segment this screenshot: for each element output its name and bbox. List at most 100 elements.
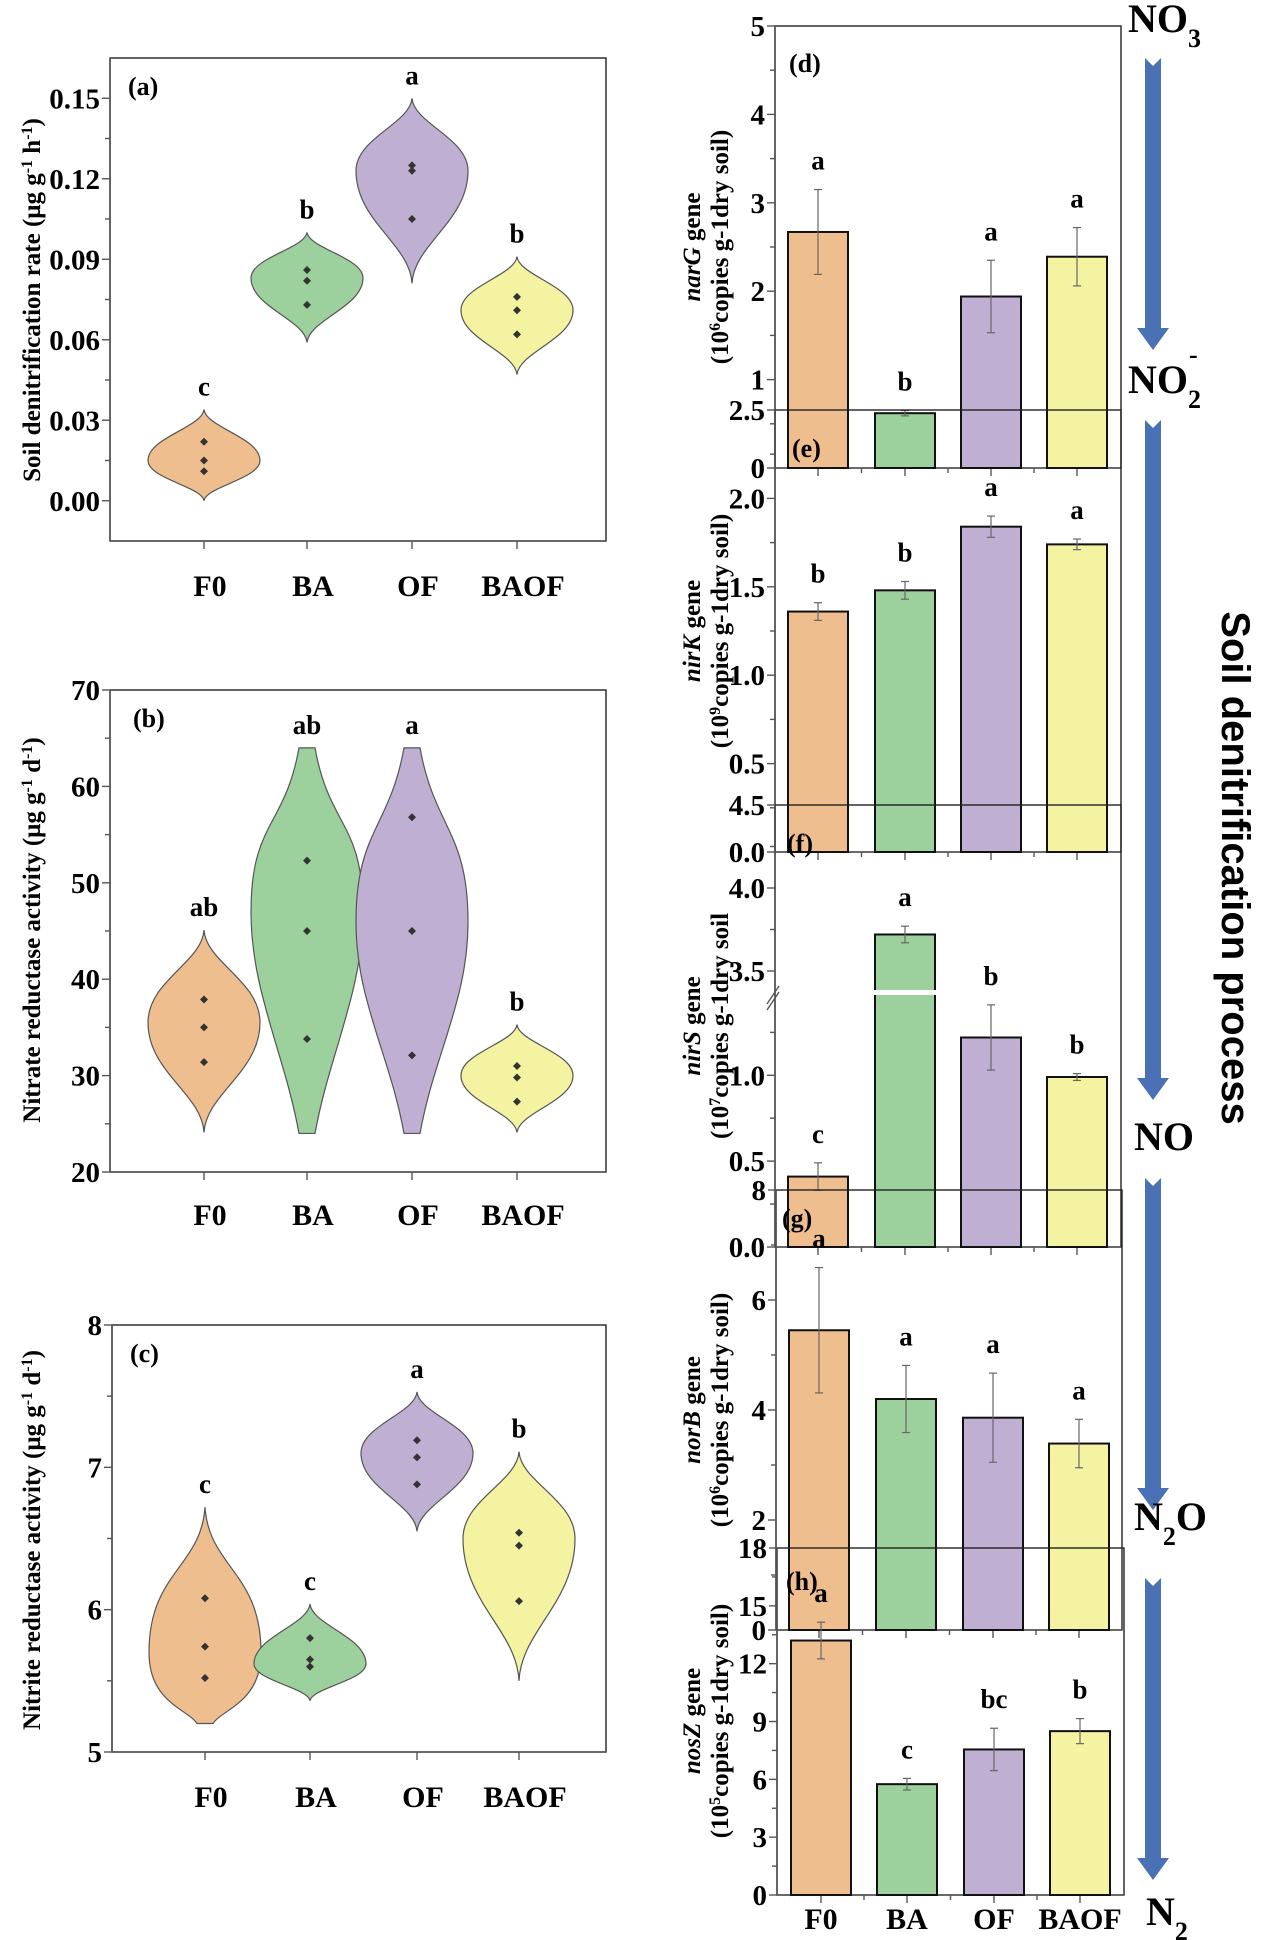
panel-label: (g) [782,1204,812,1233]
x-tick-label: BAOF [481,1199,564,1232]
species-base: NO [1128,0,1188,41]
significance-letter: a [986,1329,1000,1359]
data-point [303,276,311,285]
data-point [513,1073,521,1082]
significance-letter: b [897,367,912,397]
superscript: -1 [19,1392,36,1405]
bar-BA [875,1398,937,1631]
data-point [515,1597,523,1606]
x-tick-label: BAOF [1038,1903,1121,1936]
y-axis-label-gene: nosZ gene [679,1668,706,1774]
y-tick-label: 18 [738,1533,767,1565]
violin-OF [355,98,469,284]
data-point [513,330,521,339]
violin-F0 [148,1507,262,1725]
species-label: NO2 - [1128,340,1201,414]
y-axis-label-units: (109copies g-1dry soil) [707,514,735,748]
x-tick-label: OF [402,1781,444,1814]
down-arrow-icon [1137,420,1169,1100]
axis-break-mark [766,985,780,1005]
label-segment: gene [679,580,706,635]
y-tick-label: 0.5 [729,1146,765,1178]
y-tick-label: 12 [738,1649,767,1681]
x-tick-label: F0 [193,570,226,603]
data-point [413,1453,421,1462]
data-point [515,1541,523,1550]
y-tick-label: 9 [753,1707,768,1739]
x-tick-label: BA [886,1903,928,1936]
panel-label: (h) [786,1567,818,1596]
species-label: N2O [1134,1494,1207,1551]
species-label: NO3 - [1128,0,1201,53]
violin-BA [250,232,364,343]
superscript: -1 [19,1358,36,1371]
y-tick-label: 3.5 [729,956,765,988]
y-tick-label: 8 [752,1175,767,1207]
label-segment: gene [679,1356,706,1411]
panel-label: (e) [792,434,821,463]
significance-letter: bc [981,1684,1008,1714]
y-axis-label: Soil denitrification rate (μg g-1 h-1) [19,118,47,482]
down-arrow-icon [1137,1578,1169,1880]
significance-letter: b [1069,1030,1084,1060]
label-segment: copies g-1dry soil) [707,514,734,707]
label-segment: (10 [707,1494,734,1527]
label-segment: ) [19,737,46,745]
label-segment: d [19,759,46,779]
significance-letter: a [405,60,419,90]
panel-label: (f) [787,829,813,858]
panel-e: 0.00.51.01.52.02.5(e)nirK gene(109copies… [679,395,1122,869]
y-tick-label: 0 [751,453,766,485]
label-segment: gene [679,1668,706,1723]
significance-letter: ab [190,892,219,922]
violin-OF [355,747,469,1135]
violin-BAOF [462,1451,576,1681]
x-tick-label: F0 [804,1903,837,1936]
species-subscript: 3 [1188,24,1201,53]
superscript: -1 [19,746,36,759]
data-point [408,1051,416,1060]
species-base: NO [1134,1114,1194,1159]
significance-letter: a [984,472,998,502]
y-tick-label: 3 [751,188,766,220]
bar-BA [876,1783,938,1897]
y-tick-label: 4.0 [729,873,765,905]
data-point [200,1058,208,1067]
y-tick-label: 5 [88,1737,103,1769]
y-axis-label-units: (106copies g-1dry soil) [707,1293,735,1527]
gene-name: nirS [679,1031,706,1075]
superscript: 5 [707,1797,724,1805]
y-tick-label: 0.00 [49,486,100,518]
significance-letter: c [198,372,210,402]
y-axis-label-units: (106copies g-1dry soil) [707,130,735,364]
species-base: NO [1128,357,1188,402]
label-segment: copies g-1dry soil) [707,1293,734,1486]
gene-name: norB [679,1411,706,1464]
y-axis-label-gene: narG gene [679,192,706,301]
panel-label: (a) [128,72,158,101]
significance-letter: b [509,219,524,249]
label-segment: (10 [707,715,734,748]
y-tick-label: 6 [752,1285,767,1317]
panel-label: (c) [130,1339,159,1368]
data-point [408,813,416,822]
significance-letter: a [1070,184,1084,214]
data-point [201,1594,209,1603]
bar-break-gap [874,990,936,995]
y-tick-label: 0.15 [49,83,100,115]
y-tick-label: 0.12 [49,164,100,196]
label-segment: copies g-1dry soil [707,913,734,1098]
species-subscript: 2 [1163,1522,1176,1551]
panel-label: (b) [133,704,165,733]
superscript: 6 [707,323,724,331]
label-segment: ) [19,118,46,126]
label-segment: Nitrite reductase activity (μg g [19,1405,46,1730]
gene-name: nirK [679,632,706,682]
y-tick-label: 0.5 [729,749,765,781]
y-tick-label: 3 [753,1822,768,1854]
significance-letter: a [1070,495,1084,525]
